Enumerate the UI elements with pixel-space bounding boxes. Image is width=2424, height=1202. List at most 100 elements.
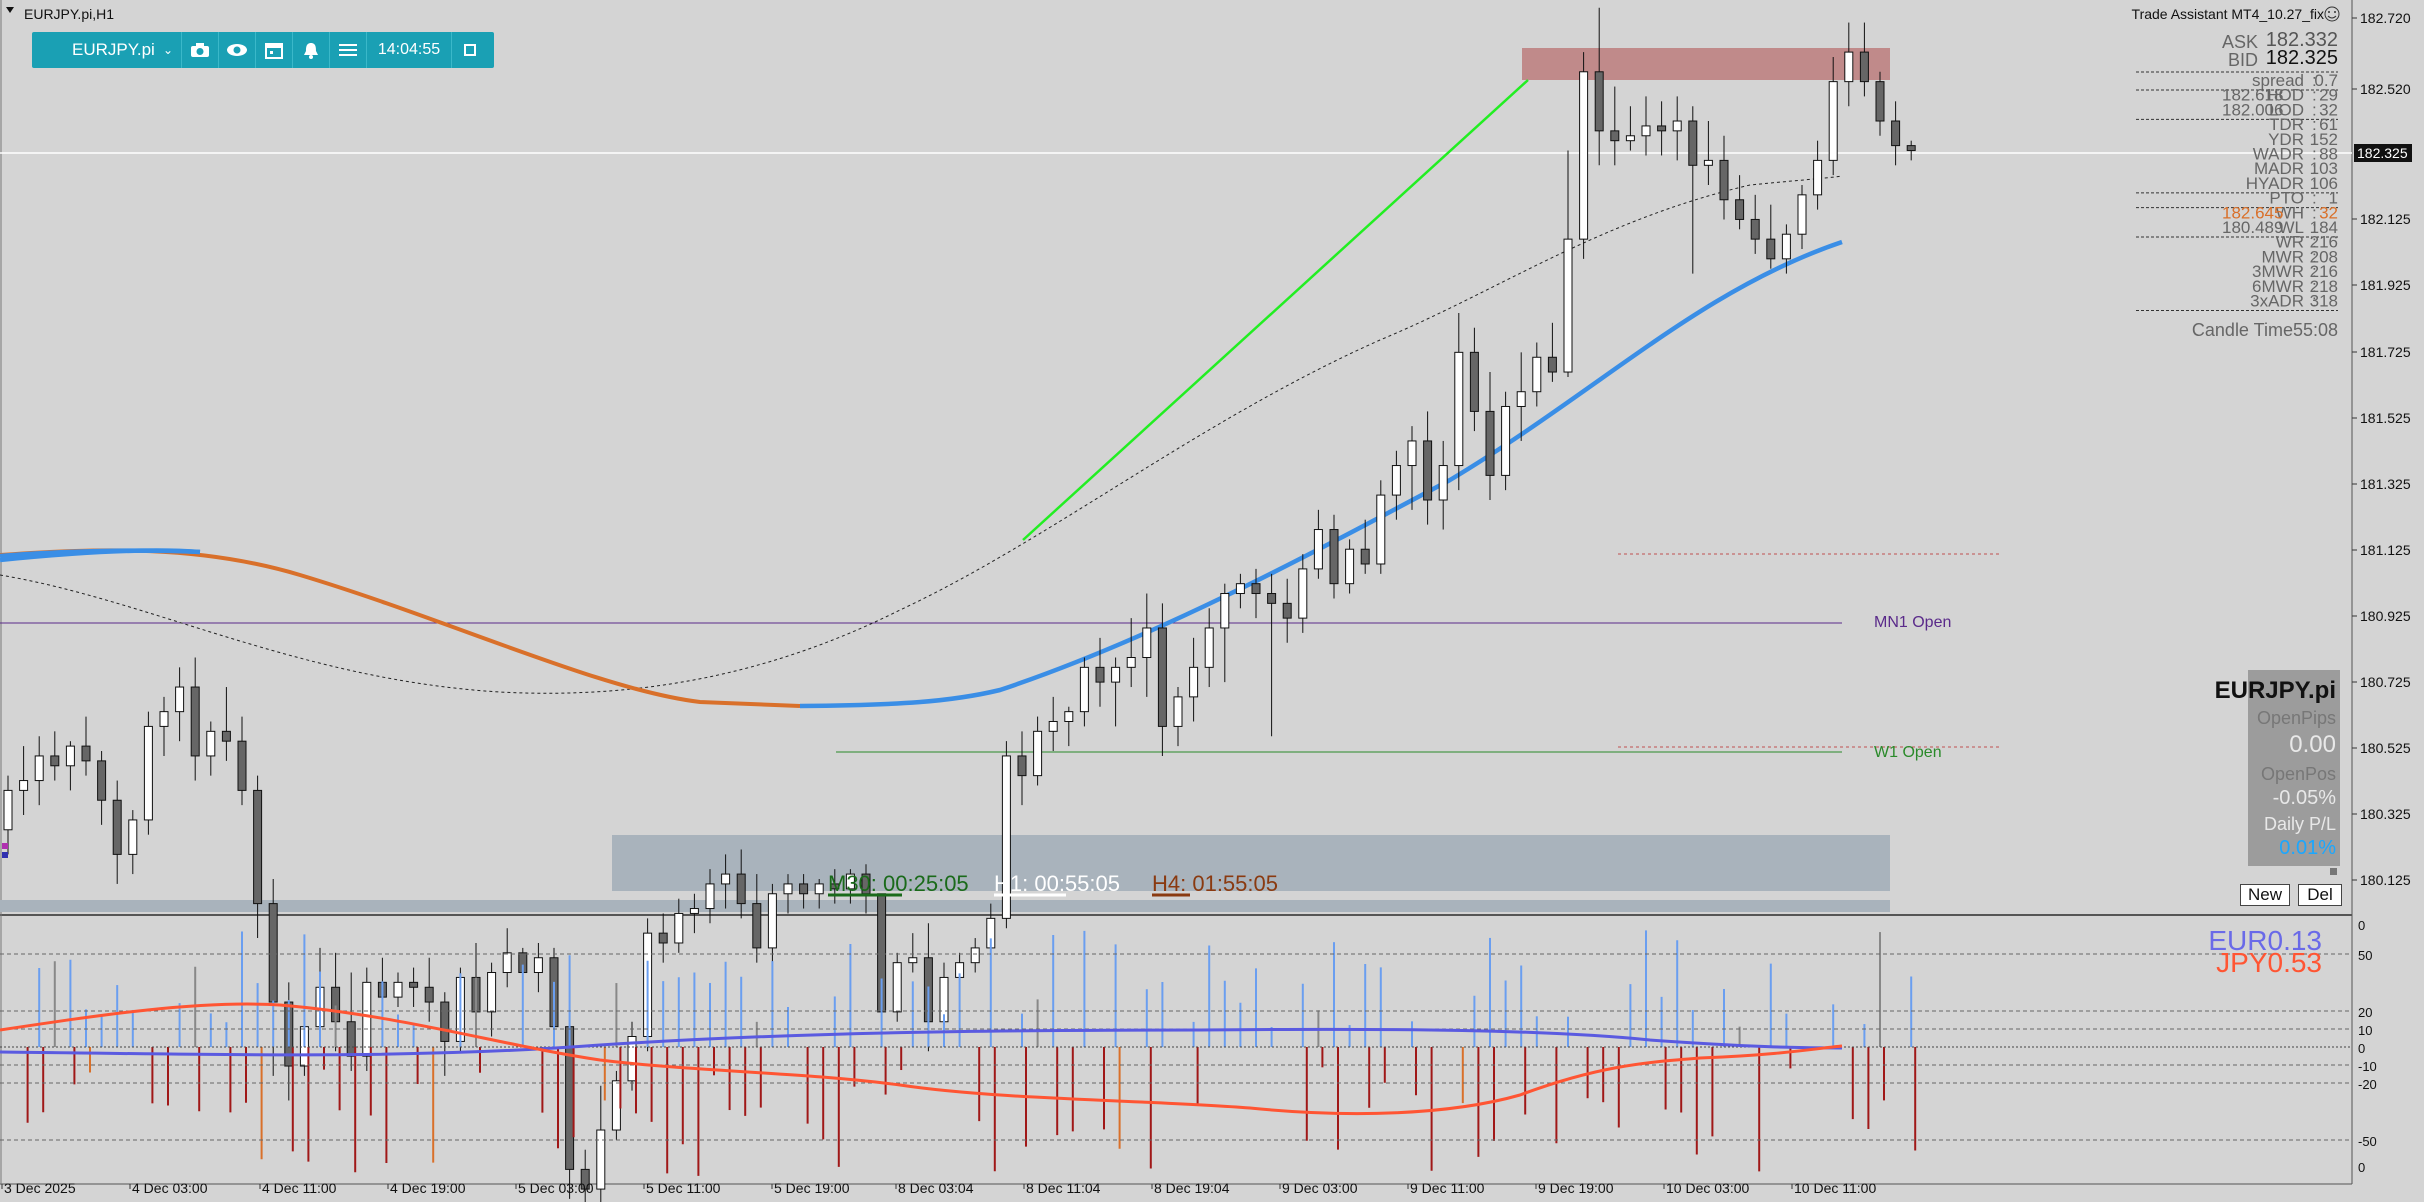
- info-row-label: HOD: [2266, 86, 2304, 105]
- price-tick-label: 181.725: [2360, 344, 2411, 360]
- candle: [1001, 741, 1011, 929]
- info-row-value: 88: [2319, 145, 2338, 164]
- price-tick-label: 182.720: [2360, 10, 2411, 26]
- candle: [502, 928, 512, 988]
- candle: [674, 898, 684, 953]
- mn1-open-label: MN1 Open: [1874, 614, 1951, 631]
- info-row-label: TDR: [2269, 115, 2304, 134]
- candle: [175, 667, 185, 742]
- resize-grip-icon[interactable]: [2330, 868, 2337, 875]
- info-row-label: 3xADR: [2250, 292, 2304, 311]
- info-row-value: 29: [2319, 86, 2338, 105]
- info-row-extra: 182.618: [2222, 86, 2283, 105]
- candle: [1563, 150, 1573, 377]
- candle: [814, 878, 824, 909]
- time-tick-label: 8 Dec 11:04: [1026, 1180, 1101, 1196]
- oscillator-pane: [26, 930, 1917, 1176]
- candle: [1438, 440, 1448, 530]
- daily-pl-label: Daily P/L: [2264, 814, 2336, 834]
- info-row-label: WR: [2276, 233, 2304, 252]
- time-tick-label: 5 Dec 19:00: [774, 1180, 850, 1196]
- info-row-value: 184: [2310, 218, 2338, 237]
- current-price-value: 182.325: [2357, 145, 2408, 161]
- oscillator-axis: 50 20 10 0 -10 -20 -50 0 0: [2358, 918, 2377, 1175]
- symbol-selector[interactable]: EURJPY.pi ⌄: [32, 32, 182, 68]
- menu-icon: [339, 44, 357, 56]
- menu-button[interactable]: [330, 32, 367, 68]
- candle: [1313, 509, 1323, 579]
- candle: [1157, 603, 1167, 756]
- price-axis[interactable]: 182.720 182.520 182.125 181.925 181.725 181.5…: [2352, 10, 2411, 888]
- candle: [1251, 568, 1261, 619]
- time-tick-label: 9 Dec 19:00: [1538, 1180, 1614, 1196]
- calendar-icon: [265, 43, 283, 59]
- timer-h4: H4: 01:55:05: [1152, 871, 1278, 896]
- osc-tick-label: 10: [2358, 1023, 2372, 1038]
- open-pos-label: OpenPos: [2261, 764, 2336, 784]
- candle: [1423, 411, 1433, 525]
- delete-order-button[interactable]: Del: [2298, 884, 2342, 906]
- osc-tick-label: 20: [2358, 1005, 2372, 1020]
- candle: [783, 874, 793, 914]
- alerts-button[interactable]: [293, 32, 330, 68]
- info-row-value: 1: [2329, 189, 2338, 208]
- symbol-label: EURJPY.pi: [72, 40, 155, 59]
- candle: [1735, 175, 1745, 230]
- osc-tick-label: -20: [2358, 1077, 2377, 1092]
- info-row-value: 318: [2310, 292, 2338, 311]
- candle: [845, 869, 855, 904]
- bid-value: 182.325: [2266, 47, 2338, 69]
- svg-text::: :: [2312, 218, 2317, 237]
- info-row-label: WL: [2279, 218, 2305, 237]
- visibility-button[interactable]: [219, 32, 256, 68]
- screenshot-button[interactable]: [182, 32, 219, 68]
- osc-tick-label: 0: [2358, 918, 2365, 933]
- candle: [97, 751, 107, 825]
- info-row-extra: 182.645: [2222, 203, 2283, 222]
- new-order-button[interactable]: New: [2240, 884, 2290, 906]
- candle: [1703, 121, 1713, 185]
- candle: [19, 746, 29, 816]
- candle: [1532, 342, 1542, 407]
- svg-text::: :: [2312, 130, 2317, 149]
- candle: [1625, 106, 1635, 151]
- candle: [143, 711, 153, 835]
- svg-text::: :: [2312, 233, 2317, 252]
- candle: [1859, 22, 1869, 97]
- chart-toolbar: EURJPY.pi ⌄ 14:04:55: [32, 32, 494, 68]
- candle: [1469, 327, 1479, 432]
- price-tick-label: 180.525: [2360, 740, 2411, 756]
- info-row-value: 106: [2310, 174, 2338, 193]
- candle: [721, 854, 731, 909]
- info-row-value: 208: [2310, 247, 2338, 266]
- time-tick-label: 9 Dec 03:00: [1282, 1180, 1358, 1196]
- info-row-value: 32: [2319, 100, 2338, 119]
- candle: [1189, 637, 1199, 722]
- svg-text::: :: [2312, 115, 2317, 134]
- account-symbol: EURJPY.pi: [2215, 677, 2336, 704]
- candle: [1750, 194, 1760, 254]
- info-row-extra: 182.006: [2222, 100, 2283, 119]
- window-button[interactable]: [452, 32, 488, 68]
- candle: [206, 721, 216, 776]
- candle: [1360, 519, 1370, 574]
- info-row-value: 216: [2310, 233, 2338, 252]
- info-row-label: HYADR: [2246, 174, 2304, 193]
- ask-label: ASK: [2222, 32, 2258, 52]
- candle: [1766, 204, 1776, 269]
- time-axis[interactable]: 3 Dec 2025 4 Dec 03:00 4 Dec 11:00 4 Dec 19…: [1, 1180, 1876, 1196]
- candle: [705, 869, 715, 924]
- info-row-label: WADR: [2253, 145, 2304, 164]
- candle: [1781, 224, 1791, 274]
- info-row-value: 61: [2319, 115, 2338, 134]
- info-row-label: LOD: [2269, 100, 2304, 119]
- candle: [237, 716, 247, 806]
- candle: [1719, 135, 1729, 220]
- candle: [1485, 372, 1495, 501]
- calendar-button[interactable]: [256, 32, 293, 68]
- candle: [3, 775, 13, 855]
- candle-time: Candle Time55:08: [2192, 320, 2338, 340]
- time-tick-label: 10 Dec 11:00: [1794, 1180, 1876, 1196]
- price-tick-label: 181.525: [2360, 410, 2411, 426]
